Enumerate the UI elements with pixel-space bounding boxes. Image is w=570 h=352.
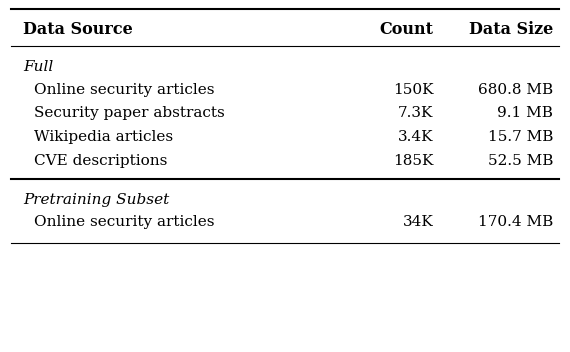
Text: 3.4K: 3.4K [398,130,433,144]
Text: Count: Count [379,21,433,38]
Text: Data Source: Data Source [23,21,133,38]
Text: 15.7 MB: 15.7 MB [487,130,553,144]
Text: Pretraining Subset: Pretraining Subset [23,193,169,207]
Text: 150K: 150K [393,83,433,97]
Text: Data Size: Data Size [469,21,553,38]
Text: 9.1 MB: 9.1 MB [497,106,553,120]
Text: 7.3K: 7.3K [398,106,433,120]
Text: Full: Full [23,60,53,74]
Text: 185K: 185K [393,153,433,168]
Text: 52.5 MB: 52.5 MB [487,153,553,168]
Text: 680.8 MB: 680.8 MB [478,83,553,97]
Text: CVE descriptions: CVE descriptions [34,153,168,168]
Text: Wikipedia articles: Wikipedia articles [34,130,173,144]
Text: Security paper abstracts: Security paper abstracts [34,106,225,120]
Text: 170.4 MB: 170.4 MB [478,215,553,230]
Text: Online security articles: Online security articles [34,215,215,230]
Text: Online security articles: Online security articles [34,83,215,97]
Text: 34K: 34K [402,215,433,230]
